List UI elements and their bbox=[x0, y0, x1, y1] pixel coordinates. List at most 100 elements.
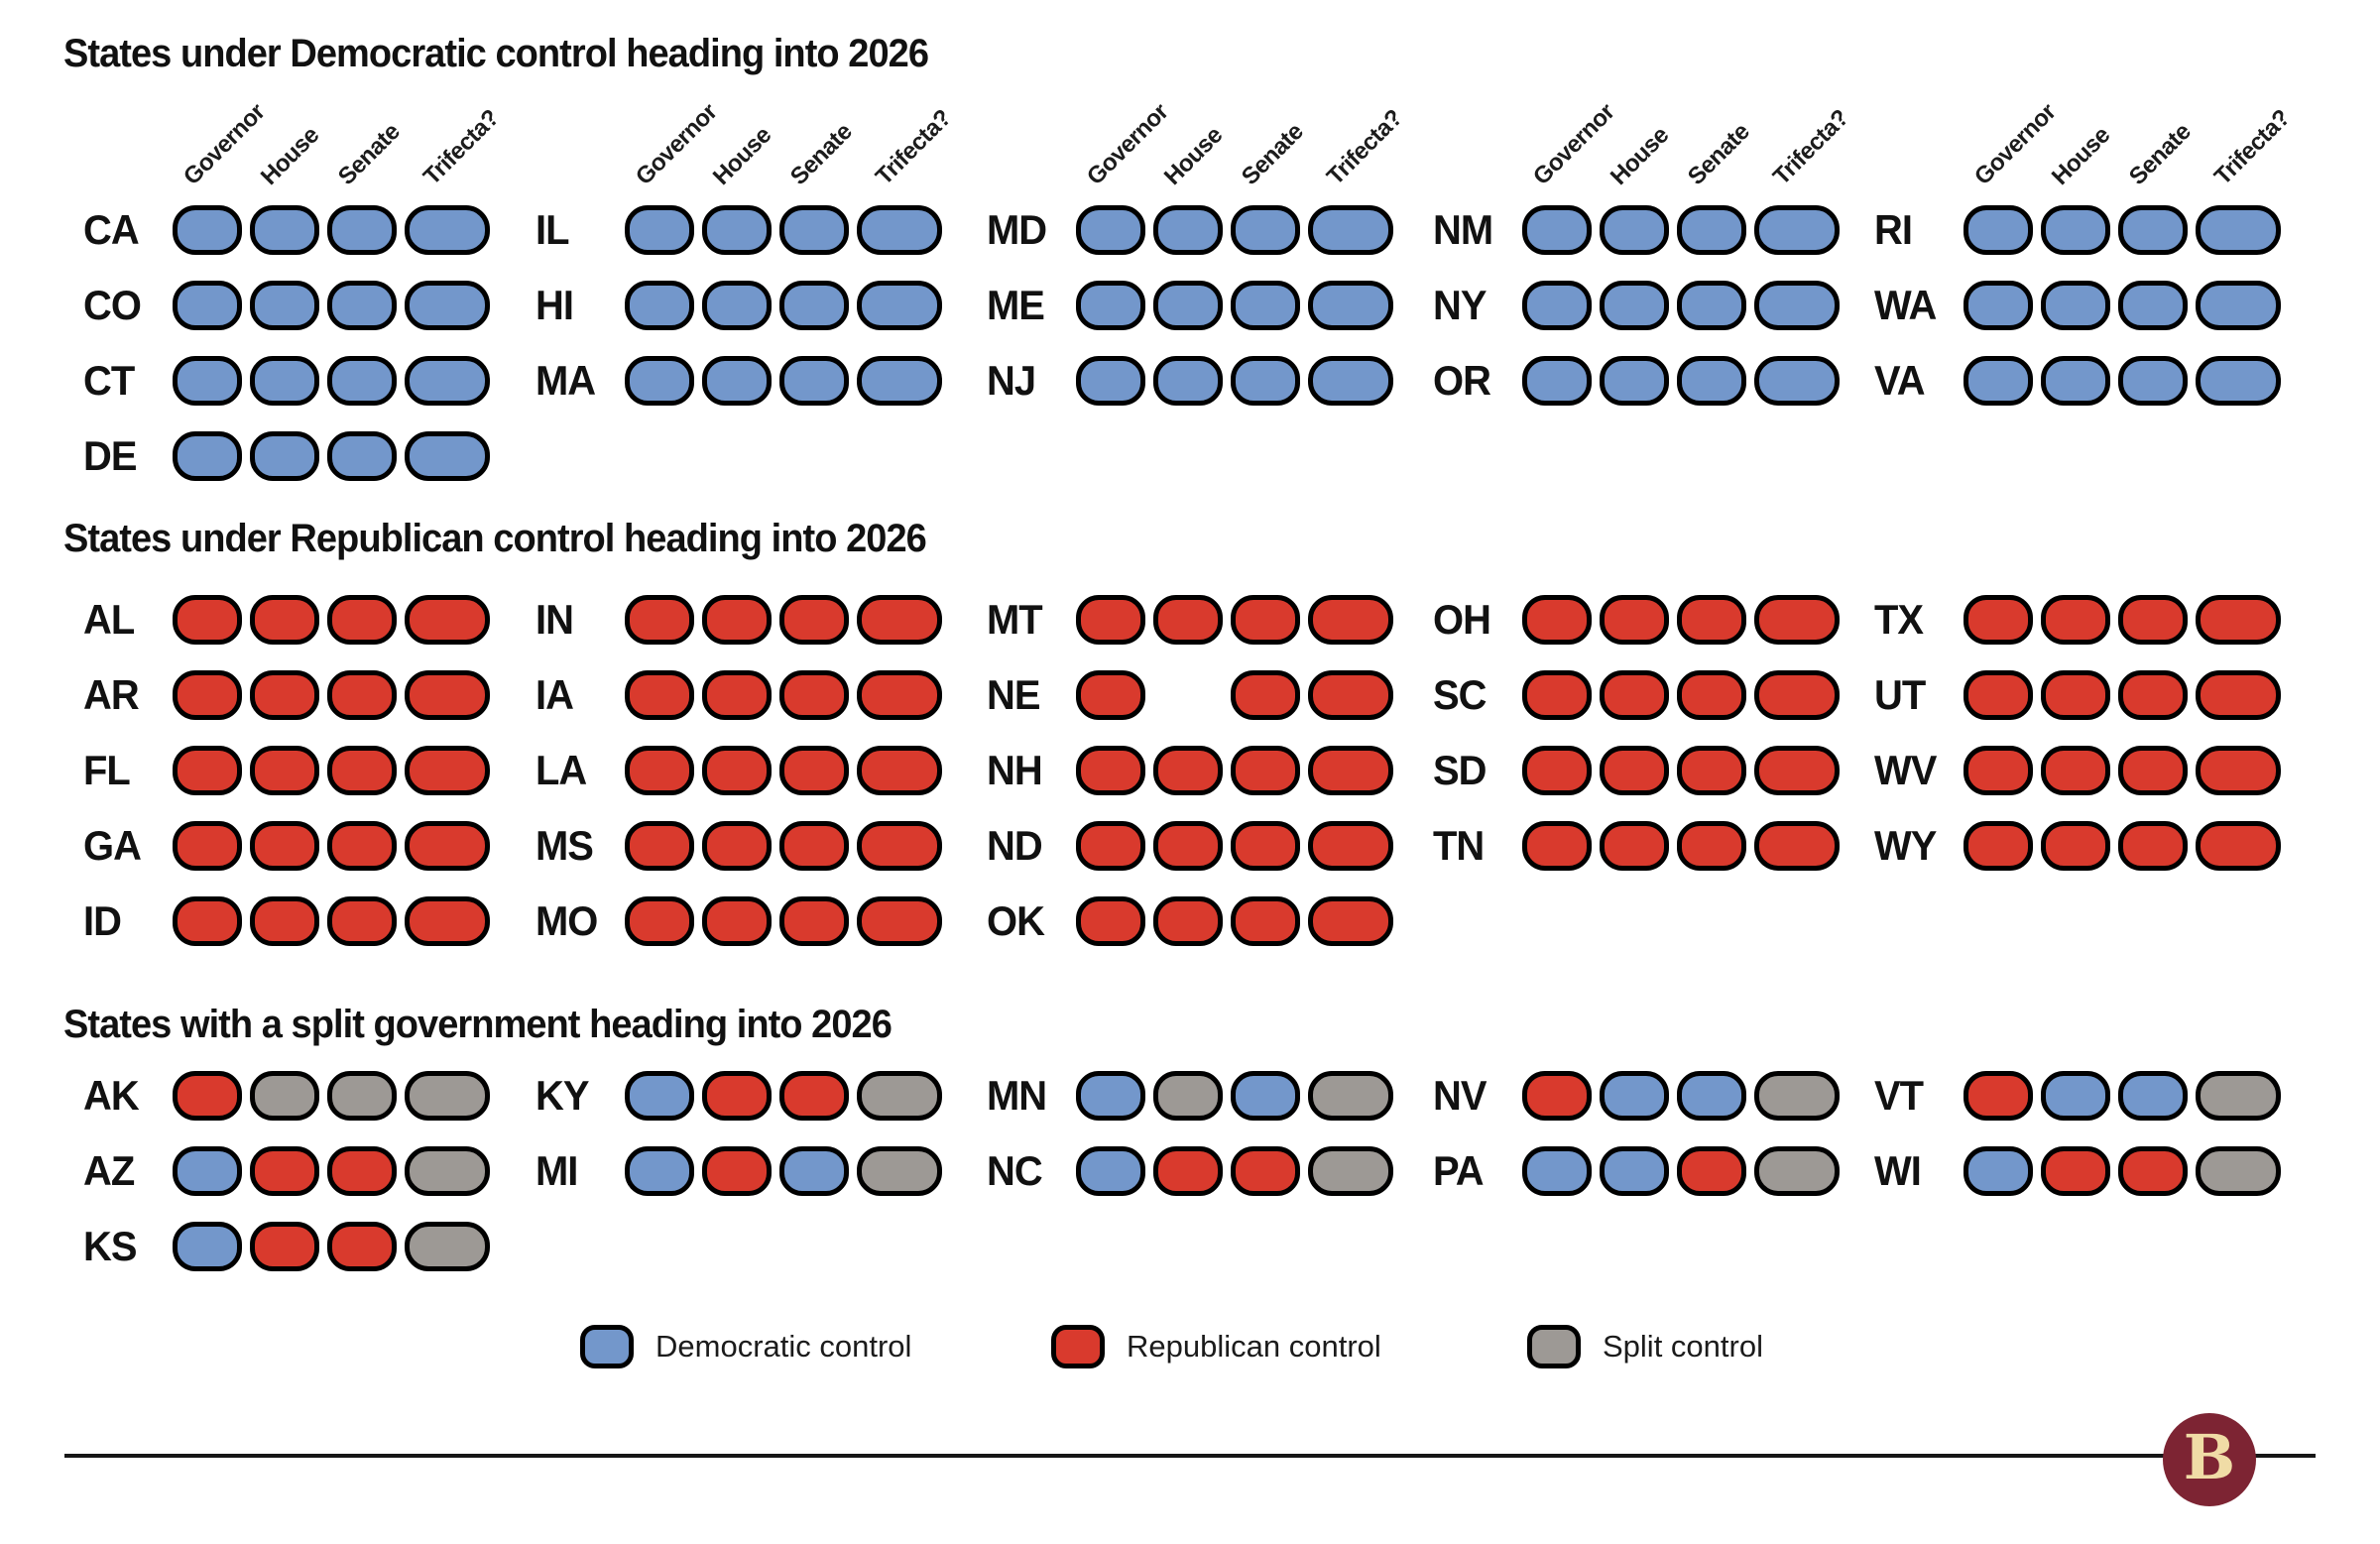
state-label: MD bbox=[987, 206, 1047, 253]
status-pill-senate bbox=[327, 431, 397, 481]
state-row: TX bbox=[1874, 595, 2289, 645]
state-column: OH SC SD TN bbox=[1433, 595, 1847, 896]
status-pill-senate bbox=[779, 746, 849, 795]
status-pill-governor bbox=[625, 1071, 694, 1121]
state-column: NV PA bbox=[1433, 1071, 1847, 1222]
column-header-trifecta: Trifecta? bbox=[2208, 104, 2296, 190]
status-pill-senate bbox=[1677, 595, 1746, 645]
status-pill-senate bbox=[779, 205, 849, 255]
status-pill-senate bbox=[1231, 281, 1300, 330]
status-pill-trifecta bbox=[405, 595, 490, 645]
status-pill-senate bbox=[2118, 746, 2188, 795]
state-row: ID bbox=[83, 896, 498, 946]
state-label: HI bbox=[536, 282, 574, 328]
state-row: SC bbox=[1433, 670, 1847, 720]
state-label: WI bbox=[1874, 1147, 1922, 1194]
status-pill-house bbox=[702, 821, 772, 871]
status-pill-house bbox=[1600, 356, 1669, 406]
status-pill-senate bbox=[1231, 1146, 1300, 1196]
state-row: IA bbox=[536, 670, 950, 720]
status-pill-trifecta bbox=[405, 670, 490, 720]
status-pill-senate bbox=[327, 595, 397, 645]
status-pill-house bbox=[250, 431, 319, 481]
state-label: OH bbox=[1433, 596, 1491, 643]
status-pill-trifecta bbox=[1754, 821, 1840, 871]
legend-label: Democratic control bbox=[655, 1329, 912, 1364]
state-row: NH bbox=[987, 746, 1401, 795]
state-row: HI bbox=[536, 281, 950, 330]
state-row: MD bbox=[987, 205, 1401, 255]
state-row: VT bbox=[1874, 1071, 2289, 1121]
state-row: CT bbox=[83, 356, 498, 406]
state-row: NJ bbox=[987, 356, 1401, 406]
status-pill-house bbox=[1600, 821, 1669, 871]
status-pill-governor bbox=[1522, 356, 1592, 406]
status-pill-house bbox=[1153, 205, 1223, 255]
state-label: IL bbox=[536, 206, 570, 253]
state-label: MS bbox=[536, 822, 594, 869]
legend-label: Split control bbox=[1603, 1329, 1763, 1364]
status-pill-trifecta bbox=[1754, 205, 1840, 255]
status-pill-house bbox=[702, 670, 772, 720]
status-pill-house bbox=[2041, 670, 2110, 720]
status-pill-senate bbox=[327, 896, 397, 946]
state-label: TX bbox=[1874, 596, 1924, 643]
state-row: IL bbox=[536, 205, 950, 255]
status-pill-senate bbox=[327, 821, 397, 871]
column-header-governor: Governor bbox=[1081, 98, 1174, 190]
status-pill-senate bbox=[2118, 595, 2188, 645]
state-label: MO bbox=[536, 897, 598, 944]
legend-swatch-r bbox=[1051, 1325, 1105, 1368]
status-pill-house bbox=[1153, 746, 1223, 795]
state-row: DE bbox=[83, 431, 498, 481]
status-pill-senate bbox=[779, 670, 849, 720]
status-pill-senate bbox=[2118, 1146, 2188, 1196]
status-pill-house bbox=[250, 1071, 319, 1121]
status-pill-governor bbox=[173, 746, 242, 795]
column-header-governor: Governor bbox=[1527, 98, 1620, 190]
status-pill-senate bbox=[327, 670, 397, 720]
column-header-house: House bbox=[707, 121, 777, 190]
status-pill-senate bbox=[1231, 896, 1300, 946]
status-pill-trifecta bbox=[405, 746, 490, 795]
state-label: GA bbox=[83, 822, 142, 869]
status-pill-governor bbox=[1076, 1146, 1145, 1196]
state-label: PA bbox=[1433, 1147, 1485, 1194]
state-label: OK bbox=[987, 897, 1045, 944]
status-pill-trifecta bbox=[1308, 356, 1393, 406]
status-pill-governor bbox=[1522, 1071, 1592, 1121]
status-pill-senate bbox=[1231, 205, 1300, 255]
status-pill-governor bbox=[1964, 670, 2033, 720]
state-row: NV bbox=[1433, 1071, 1847, 1121]
state-column: IL HI MA bbox=[536, 205, 950, 431]
brand-logo: B bbox=[2163, 1413, 2256, 1506]
footer-divider bbox=[64, 1454, 2316, 1458]
status-pill-senate bbox=[2118, 205, 2188, 255]
state-row: AK bbox=[83, 1071, 498, 1121]
status-pill-governor bbox=[625, 821, 694, 871]
status-pill-senate bbox=[779, 1146, 849, 1196]
state-row: MA bbox=[536, 356, 950, 406]
status-pill-trifecta bbox=[1308, 595, 1393, 645]
brand-logo-letter: B bbox=[2183, 1421, 2236, 1493]
status-pill-governor bbox=[1964, 205, 2033, 255]
status-pill-governor bbox=[1076, 281, 1145, 330]
status-pill-house bbox=[1153, 281, 1223, 330]
state-row: FL bbox=[83, 746, 498, 795]
status-pill-governor bbox=[625, 205, 694, 255]
status-pill-governor bbox=[1522, 205, 1592, 255]
status-pill-senate bbox=[327, 1222, 397, 1271]
state-label: CO bbox=[83, 282, 142, 328]
state-row: PA bbox=[1433, 1146, 1847, 1196]
status-pill-governor bbox=[625, 670, 694, 720]
status-pill-governor bbox=[1076, 595, 1145, 645]
state-label: AK bbox=[83, 1072, 140, 1119]
status-pill-governor bbox=[173, 281, 242, 330]
status-pill-trifecta bbox=[2196, 1071, 2281, 1121]
status-pill-trifecta bbox=[857, 746, 942, 795]
status-pill-senate bbox=[2118, 670, 2188, 720]
status-pill-governor bbox=[625, 356, 694, 406]
status-pill-house bbox=[2041, 356, 2110, 406]
state-label: UT bbox=[1874, 671, 1926, 718]
